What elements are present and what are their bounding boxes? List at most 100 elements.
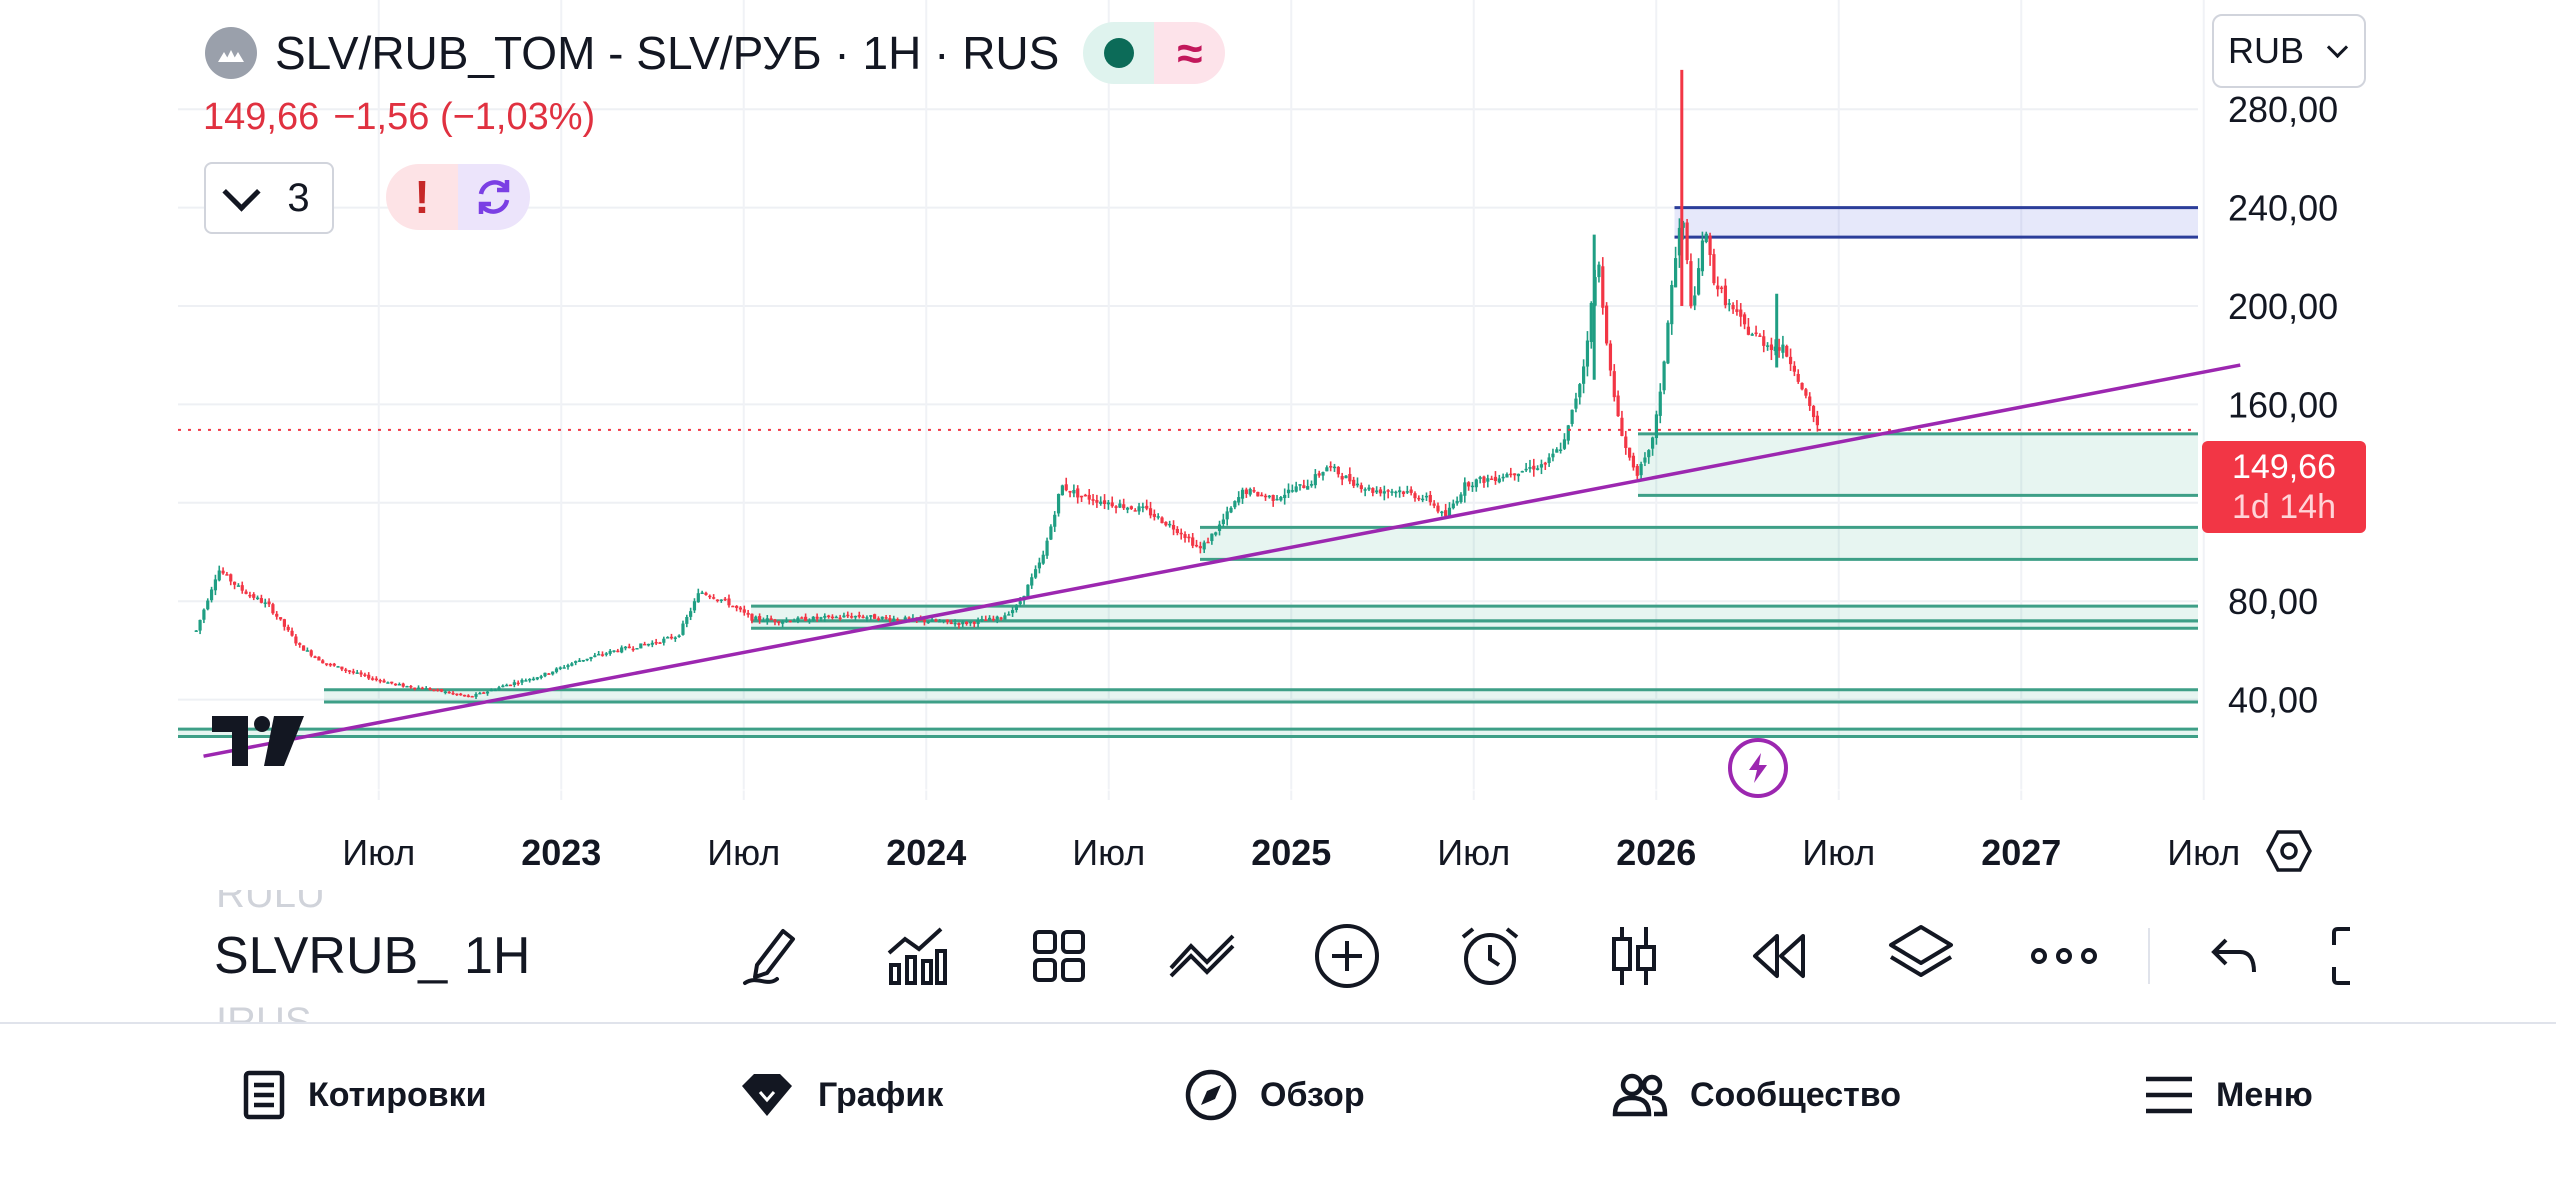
candle-body <box>930 619 934 622</box>
candle-body <box>585 658 589 661</box>
replay-icon[interactable] <box>1738 916 1818 996</box>
candle-body <box>1513 473 1517 476</box>
support-zone[interactable] <box>1638 433 2198 496</box>
candle-body <box>1739 309 1743 317</box>
settings-hex-icon[interactable] <box>2265 828 2313 879</box>
support-zone[interactable] <box>1200 527 2198 560</box>
candle-body <box>834 616 838 619</box>
indicators-toggle-button[interactable]: 3 <box>204 162 334 234</box>
candle-body <box>1792 365 1797 372</box>
candle-body <box>1601 266 1605 308</box>
candle-body <box>278 617 283 620</box>
candle-body <box>1758 335 1762 337</box>
candle-body <box>1815 415 1819 426</box>
price-chart[interactable]: 280,00240,00200,00160,00120,0080,0040,00… <box>178 0 2378 890</box>
market-status-pill[interactable]: ≈ <box>1083 22 1226 84</box>
layout-grid-icon[interactable] <box>1019 916 1099 996</box>
candle-body <box>1102 500 1107 504</box>
candle-body <box>1309 484 1314 486</box>
candle-body <box>934 619 938 622</box>
currency-select[interactable]: RUB <box>2212 14 2366 88</box>
candle-body <box>474 693 478 697</box>
candle-body <box>209 589 214 601</box>
candle-body <box>681 623 685 635</box>
nav-chart[interactable]: График <box>738 1052 943 1138</box>
symbol-header[interactable]: SLV/RUB_TOM - SLV/РУБ · 1H · RUS ≈ <box>205 22 1226 84</box>
resistance-zone[interactable] <box>1674 207 2199 238</box>
candle-body <box>275 613 279 617</box>
candle-body <box>455 693 459 696</box>
time-tick-label: 2024 <box>886 832 966 873</box>
candle-body <box>1666 322 1670 364</box>
support-zone[interactable] <box>178 729 2198 737</box>
candle-body <box>1137 506 1141 512</box>
candle-body <box>413 687 417 690</box>
nav-chart-label: График <box>818 1075 944 1114</box>
chart-area[interactable]: 280,00240,00200,00160,00120,0080,0040,00… <box>178 0 2378 890</box>
hamburger-icon <box>2146 1076 2192 1114</box>
candle-body <box>363 674 367 676</box>
candle-body <box>1689 261 1693 307</box>
candle-body <box>1585 340 1590 367</box>
toolbar-interval[interactable]: 1H <box>464 927 531 985</box>
nav-community[interactable]: Сообщество <box>1612 1052 1901 1138</box>
time-tick-label: Июл <box>707 832 780 873</box>
fullscreen-icon[interactable] <box>2316 916 2376 996</box>
candle-body <box>466 695 470 697</box>
add-plus-icon[interactable] <box>1307 916 1387 996</box>
nav-overview[interactable]: Обзор <box>1184 1052 1365 1138</box>
candle-body <box>539 676 543 678</box>
nav-menu[interactable]: Меню <box>2144 1052 2313 1138</box>
refresh-icon[interactable] <box>458 164 530 230</box>
alarm-clock-icon[interactable] <box>1450 916 1530 996</box>
candle-body <box>1762 336 1766 346</box>
alerts-pill[interactable]: ! <box>386 164 530 230</box>
trendline-line[interactable] <box>203 363 2241 758</box>
candle-body <box>1294 486 1298 492</box>
candle-body <box>1363 489 1367 491</box>
candle-body <box>815 616 819 619</box>
candle-body <box>1210 533 1214 542</box>
candle-body <box>1007 614 1011 616</box>
candle-body <box>895 619 900 621</box>
candle-body <box>1547 457 1551 464</box>
support-zone[interactable] <box>324 689 2198 703</box>
candle-body <box>240 585 244 591</box>
draw-pen-icon[interactable] <box>732 916 812 996</box>
candle-body <box>972 622 976 624</box>
candle-body <box>754 616 758 620</box>
lightning-icon[interactable] <box>1728 738 1788 798</box>
candle-body <box>1628 447 1632 458</box>
layers-icon[interactable] <box>1881 916 1961 996</box>
price-tick-label: 40,00 <box>2228 680 2318 721</box>
chart-toolbar: RULU SLVRUB_ 1H IRUS <box>178 890 2378 1022</box>
candle-body <box>1612 371 1616 398</box>
candle-body <box>1275 498 1279 501</box>
price-tick-label: 160,00 <box>2228 384 2338 425</box>
candle-body <box>1091 499 1095 501</box>
candle-body <box>451 692 455 695</box>
alert-icon[interactable]: ! <box>386 164 458 230</box>
indicators-icon[interactable] <box>876 916 956 996</box>
nav-quotes[interactable]: Котировки <box>242 1052 487 1138</box>
candle-style-icon[interactable] <box>1594 916 1674 996</box>
compare-icon[interactable] <box>1163 916 1243 996</box>
candle-body <box>317 656 321 661</box>
candle-body <box>1244 489 1248 494</box>
candle-body <box>857 615 861 617</box>
candle-body <box>459 693 463 696</box>
candle-body <box>206 600 210 610</box>
more-icon[interactable] <box>2024 916 2104 996</box>
undo-icon[interactable] <box>2194 916 2274 996</box>
time-tick-label: 2027 <box>1981 832 2061 873</box>
candle-body <box>290 630 294 636</box>
symbol-title[interactable]: SLV/RUB_TOM - SLV/РУБ · 1H · RUS <box>275 27 1060 79</box>
support-zone[interactable] <box>751 620 2198 629</box>
support-zone[interactable] <box>751 606 2198 621</box>
candle-body <box>689 611 693 617</box>
candle-body <box>1673 258 1678 288</box>
candle-body <box>551 671 555 675</box>
candle-body <box>1122 504 1126 509</box>
candle-body <box>482 692 486 694</box>
toolbar-symbol[interactable]: SLVRUB_ <box>214 927 448 985</box>
